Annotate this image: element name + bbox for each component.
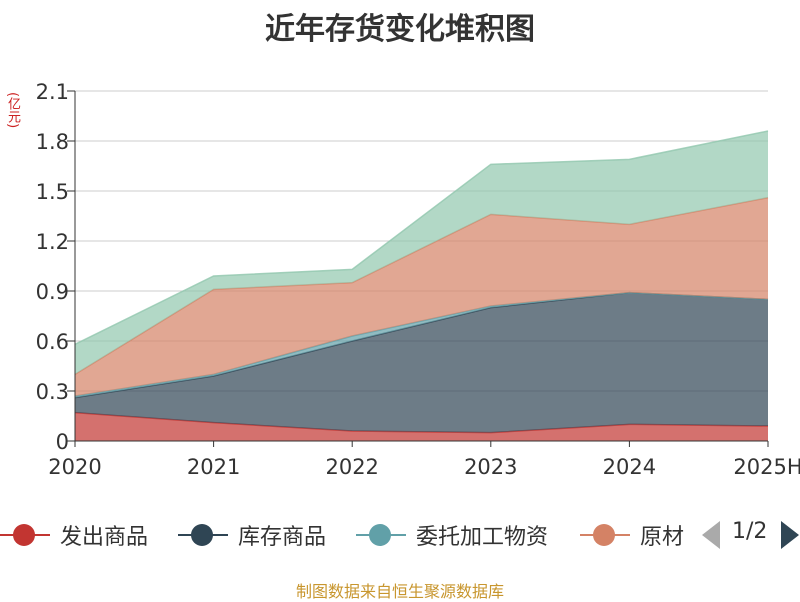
legend-label: 发出商品 (60, 525, 149, 550)
y-tick-label: 1.5 (36, 180, 69, 204)
legend-marker-icon (0, 520, 50, 550)
legend-marker-icon (178, 520, 228, 550)
y-tick-label: 1.8 (36, 130, 69, 154)
legend-item-3[interactable]: 原材 (580, 515, 684, 555)
y-tick-label: 0.9 (36, 280, 69, 304)
legend-label: 委托加工物资 (416, 525, 549, 550)
x-tick-label: 2021 (187, 455, 240, 479)
legend-dot (191, 524, 213, 546)
legend-dot (369, 524, 391, 546)
legend-dot (593, 524, 615, 546)
legend-next-page-icon[interactable] (781, 521, 799, 549)
legend-marker-icon (580, 520, 630, 550)
legend-prev-page-icon[interactable] (702, 521, 720, 549)
legend-item-2[interactable]: 委托加工物资 (356, 515, 548, 555)
area-series-3 (75, 197, 768, 396)
y-tick-label: 2.1 (36, 80, 69, 104)
x-tick-label: 2024 (603, 455, 656, 479)
chart-title: 近年存货变化堆积图 (265, 12, 535, 47)
x-tick-label: 2020 (48, 455, 101, 479)
area-series-1 (75, 292, 768, 433)
legend-pager: 1/2 (700, 515, 800, 555)
y-axis-unit-label: (亿元) (5, 92, 20, 129)
x-tick-label: 2025H (733, 455, 800, 479)
data-source-note: 制图数据来自恒生聚源数据库 (295, 582, 504, 601)
x-tick-label: 2022 (325, 455, 378, 479)
legend-page-indicator: 1/2 (732, 519, 768, 544)
legend-label: 原材 (640, 525, 685, 550)
legend-item-0[interactable]: 发出商品 (0, 515, 148, 555)
legend-items: 发出商品 库存商品 委托加工物资 原材 (0, 515, 690, 555)
x-tick-label: 2023 (464, 455, 517, 479)
legend-dot (13, 524, 35, 546)
legend-item-1[interactable]: 库存商品 (178, 515, 326, 555)
legend-label: 库存商品 (238, 525, 327, 550)
y-tick-label: 0 (56, 430, 69, 454)
legend: 发出商品 库存商品 委托加工物资 原材 1/2 (0, 515, 800, 555)
legend-marker-icon (356, 520, 406, 550)
y-tick-label: 0.6 (36, 330, 69, 354)
y-tick-label: 1.2 (36, 230, 69, 254)
area-series-0 (75, 412, 768, 441)
y-tick-label: 0.3 (36, 380, 69, 404)
area-series-4 (75, 131, 768, 375)
area-series-line-4 (74, 130, 769, 346)
